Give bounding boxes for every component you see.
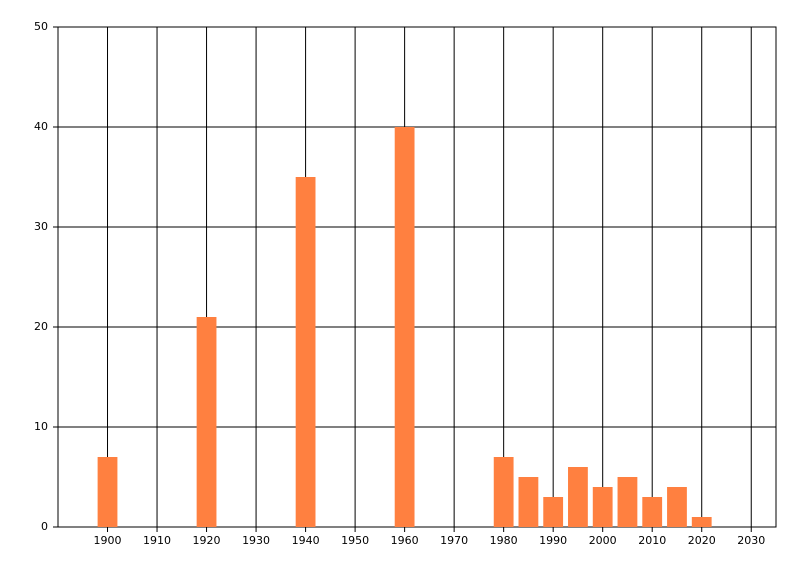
bar <box>97 457 118 527</box>
x-tick-label: 2010 <box>638 534 666 547</box>
y-tick-label: 10 <box>34 420 48 433</box>
bar <box>196 317 217 527</box>
y-tick-label: 20 <box>34 320 48 333</box>
bar <box>667 487 687 527</box>
x-tick-label: 1900 <box>94 534 122 547</box>
x-tick-label: 1960 <box>391 534 419 547</box>
x-tick-label: 1950 <box>341 534 369 547</box>
bar <box>394 127 415 527</box>
x-tick-label: 2030 <box>737 534 765 547</box>
x-tick-label: 2020 <box>688 534 716 547</box>
bar <box>518 477 539 527</box>
bar <box>691 517 712 527</box>
x-tick-label: 1940 <box>292 534 320 547</box>
plot-area <box>57 26 777 528</box>
y-tick-label: 40 <box>34 120 48 133</box>
bar <box>493 457 514 527</box>
x-tick-label: 1980 <box>490 534 518 547</box>
y-tick-label: 50 <box>34 20 48 33</box>
y-tick-label: 30 <box>34 220 48 233</box>
x-tick-label: 1910 <box>143 534 171 547</box>
bar <box>295 177 316 527</box>
x-tick-label: 1920 <box>193 534 221 547</box>
bar <box>617 477 638 527</box>
x-tick-label: 1970 <box>440 534 468 547</box>
x-tick-label: 1930 <box>242 534 270 547</box>
x-tick-label: 2000 <box>589 534 617 547</box>
y-tick-label: 0 <box>41 520 48 533</box>
x-tick-label: 1990 <box>539 534 567 547</box>
bar <box>543 497 564 527</box>
bar <box>568 467 588 527</box>
bar <box>642 497 663 527</box>
bar <box>592 487 613 527</box>
